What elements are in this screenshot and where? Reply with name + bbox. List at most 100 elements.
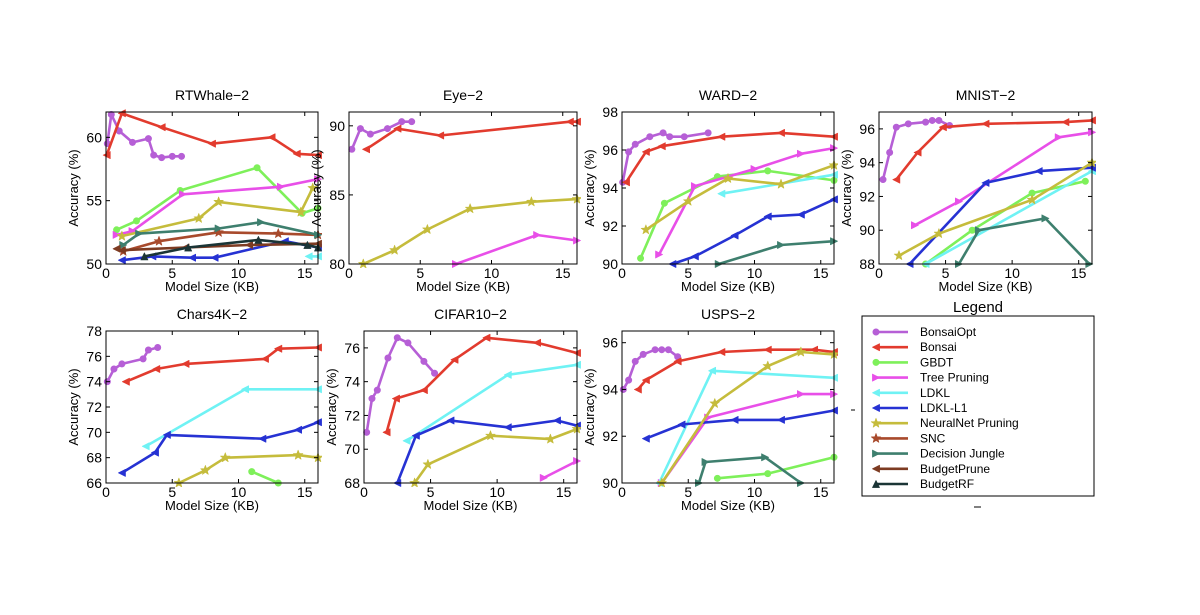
y-tick-label: 50	[86, 256, 102, 272]
data-point-bonsaiopt	[398, 118, 406, 126]
data-point-bonsai	[382, 428, 391, 437]
legend-swatch-marker	[872, 464, 880, 473]
data-point-ldkl-l1	[690, 252, 699, 261]
y-tick-label: 78	[86, 323, 102, 339]
data-point-neuralnet-pruning	[465, 203, 476, 214]
data-point-bonsaiopt	[892, 123, 900, 131]
legend-swatch-marker	[872, 388, 880, 397]
x-tick-label: 0	[345, 265, 353, 281]
data-point-ldkl-l1	[151, 448, 159, 457]
x-tick-label: 0	[875, 265, 883, 281]
data-point-bonsai	[391, 394, 400, 403]
legend-label: BudgetPrune	[920, 462, 990, 476]
data-point-budgetrf	[254, 236, 263, 244]
y-tick-label: 68	[86, 450, 102, 466]
y-tick-label: 88	[859, 256, 875, 272]
x-tick-label: 5	[427, 484, 435, 500]
data-point-bonsaiopt	[625, 376, 633, 384]
data-point-ldkl-l1	[981, 179, 990, 187]
legend-entry-bonsai: Bonsai	[872, 340, 957, 354]
y-tick-label: 60	[86, 129, 102, 145]
legend-label: SNC	[920, 431, 946, 445]
y-tick-label: 94	[602, 381, 618, 397]
chart-panel-chars4k-2: 0 5 10 15 66 68 70 72 74 76 78 Chars4K−2 Model Size …	[66, 306, 322, 513]
data-point-ldkl-l1	[188, 253, 196, 262]
data-point-bonsai	[122, 377, 130, 386]
y-axis-label: Accuracy (%)	[582, 149, 597, 226]
series-line-neuralnet-pruning	[898, 161, 1093, 257]
legend-entry-neuralnet-pruning: NeuralNet Pruning	[870, 416, 1019, 430]
data-point-bonsai	[981, 119, 990, 128]
series-line-bonsai	[895, 119, 1093, 181]
data-point-bonsai	[657, 142, 666, 151]
data-point-neuralnet-pruning	[709, 398, 720, 408]
legend-swatch-marker	[872, 404, 880, 412]
data-point-bonsai	[393, 124, 402, 133]
data-point-bonsai	[892, 175, 901, 184]
legend-label: GBDT	[920, 355, 954, 369]
y-tick-label: 70	[86, 424, 102, 440]
data-point-bonsaiopt	[178, 152, 186, 160]
x-tick-label: 0	[102, 265, 110, 281]
data-point-bonsaiopt	[631, 357, 639, 365]
data-point-tree-pruning	[796, 149, 805, 158]
x-tick-label: 0	[102, 484, 110, 500]
legend-entry-ldkl: LDKL	[872, 386, 950, 400]
data-point-bonsaiopt	[680, 133, 688, 141]
chart-title: Chars4K−2	[177, 306, 248, 322]
y-tick-label: 72	[344, 407, 360, 423]
data-point-decision-jungle	[777, 241, 785, 249]
data-point-bonsaiopt	[168, 152, 176, 160]
data-point-ldkl	[708, 366, 717, 375]
data-point-neuralnet-pruning	[213, 196, 224, 207]
y-tick-label: 92	[602, 428, 618, 444]
data-point-snc	[273, 228, 284, 238]
chart-title: WARD−2	[699, 87, 757, 103]
x-tick-label: 5	[168, 265, 176, 281]
legend-entry-decision-jungle: Decision Jungle	[872, 447, 1005, 461]
x-tick-label: 10	[231, 484, 247, 500]
data-point-bonsaiopt	[154, 343, 162, 351]
data-point-neuralnet-pruning	[893, 250, 905, 260]
data-point-gbdt	[968, 226, 976, 234]
data-point-ldkl-l1	[730, 231, 739, 240]
y-tick-label: 96	[602, 335, 618, 351]
data-point-neuralnet-pruning	[526, 196, 537, 207]
data-point-neuralnet-pruning	[722, 173, 734, 183]
data-point-ldkl-l1	[118, 468, 126, 477]
data-point-bonsai	[641, 376, 650, 385]
plot-area	[622, 331, 834, 483]
data-point-tree-pruning	[1054, 133, 1063, 142]
data-point-bonsaiopt	[363, 428, 371, 436]
data-point-decision-jungle	[701, 458, 710, 466]
x-axis-label: Model Size (KB)	[165, 498, 259, 513]
data-point-ldkl	[503, 370, 512, 379]
data-point-bonsai	[419, 386, 428, 395]
plot-area	[349, 112, 577, 264]
data-point-tree-pruning	[910, 221, 919, 230]
data-point-ldkl-l1	[677, 420, 686, 429]
series-line-decision-jungle	[697, 455, 802, 485]
legend-label: NeuralNet Pruning	[920, 416, 1019, 430]
data-point-bonsaiopt	[110, 365, 118, 373]
data-point-neuralnet-pruning	[933, 228, 945, 238]
data-point-bonsai	[208, 139, 216, 148]
data-point-bonsaiopt	[348, 145, 356, 153]
y-axis-label: Accuracy (%)	[66, 149, 81, 226]
series-line-decision-jungle	[957, 217, 1091, 265]
legend-swatch-marker	[872, 480, 880, 488]
series-group	[619, 345, 838, 487]
data-point-bonsai	[938, 123, 947, 132]
data-point-bonsaiopt	[139, 355, 147, 363]
y-tick-label: 96	[859, 121, 875, 137]
data-point-gbdt	[713, 474, 721, 482]
data-point-decision-jungle	[119, 241, 128, 249]
legend-swatch-marker	[870, 433, 882, 443]
data-point-ldkl-l1	[730, 415, 739, 424]
data-point-neuralnet-pruning	[775, 178, 787, 189]
y-tick-label: 68	[344, 475, 360, 491]
y-axis-label: Accuracy (%)	[324, 368, 339, 445]
